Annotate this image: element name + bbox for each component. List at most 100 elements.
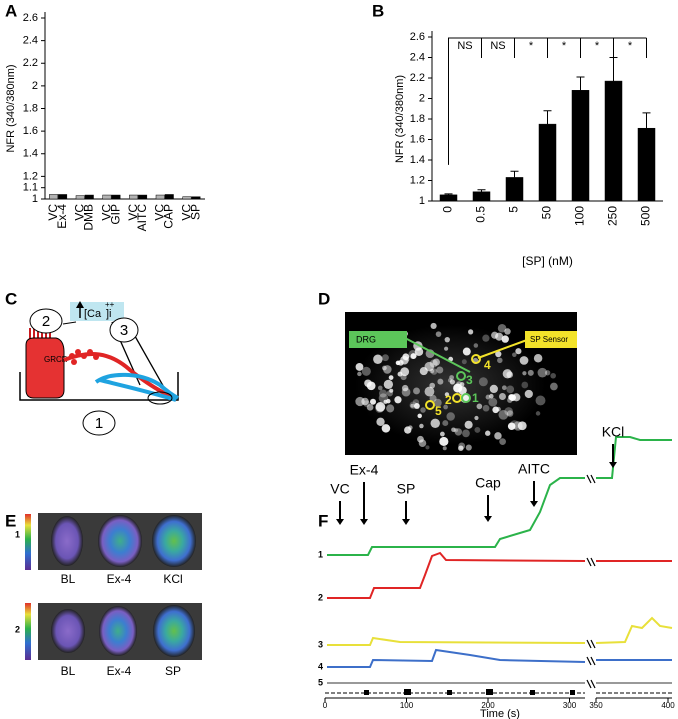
- stimulus-label: Cap: [475, 475, 501, 491]
- cell-body: [498, 409, 509, 420]
- cell-body: [375, 402, 386, 412]
- cell-body: [388, 375, 394, 380]
- outline: [147, 391, 173, 405]
- stimulus-arrowhead: [609, 462, 617, 468]
- calcium-charge: ++: [105, 300, 115, 309]
- cell-body: [383, 399, 388, 404]
- cell-body: [478, 377, 488, 387]
- cell-body: [357, 371, 362, 377]
- cell-body: [508, 394, 515, 401]
- pointer: [477, 339, 528, 359]
- arrow: [76, 301, 84, 308]
- trace: [327, 648, 586, 668]
- cell-body: [461, 359, 467, 365]
- cell-body: [488, 397, 498, 407]
- cell-body: [437, 378, 444, 385]
- cell-body: [409, 401, 418, 409]
- cell-body: [401, 387, 411, 397]
- heatmaps: 1 BL Ex-4 KCl 2 BL Ex-4 SP: [15, 513, 202, 678]
- cilia: [29, 326, 51, 342]
- cell-number: 5: [435, 404, 442, 418]
- image-label: Ex-4: [107, 664, 132, 678]
- cell-body: [497, 357, 503, 364]
- cell-body: [499, 438, 506, 445]
- cell-body: [459, 382, 465, 387]
- bar: [182, 196, 192, 200]
- bar: [439, 194, 458, 202]
- y-tick-label: 2.2: [23, 57, 38, 69]
- stimulus-label: Ex-4: [350, 462, 379, 478]
- cell-body: [355, 363, 364, 371]
- x-tick-label: 0.5: [474, 206, 488, 223]
- x-tick-label: 200: [481, 701, 495, 710]
- cell-number: 3: [466, 373, 473, 387]
- pointer: [404, 337, 471, 373]
- cell-body: [361, 366, 371, 376]
- cell-body: [430, 418, 440, 429]
- cell-body: [462, 429, 470, 438]
- x-tick-label: 250: [606, 206, 620, 226]
- cell-body: [498, 393, 506, 400]
- bar: [155, 194, 165, 200]
- cell-body: [424, 361, 434, 372]
- calcium-box: [70, 302, 124, 321]
- cell-body: [375, 404, 384, 413]
- significance-label: *: [595, 40, 600, 52]
- cell-body: [474, 426, 481, 433]
- cell-body: [485, 430, 491, 436]
- cell-body: [413, 387, 420, 395]
- y-tick-label: 2.6: [410, 31, 425, 43]
- bar: [102, 194, 112, 200]
- cells: [355, 322, 558, 451]
- x-tick-label: VC: [73, 204, 87, 221]
- y-tick-label: 1.8: [410, 113, 425, 125]
- cell-body: [489, 384, 498, 394]
- y-tick-label: 1.4: [23, 148, 38, 160]
- trace-label: 1: [318, 549, 323, 559]
- panel-letter: A: [5, 1, 17, 20]
- cell-body: [502, 369, 512, 379]
- bar: [637, 127, 656, 202]
- y-tick-label: 1: [419, 195, 425, 207]
- y-tick-label: 2: [419, 92, 425, 104]
- trace-label: 4: [318, 661, 323, 671]
- trace: [327, 477, 585, 556]
- stimulus-arrowhead: [402, 519, 410, 525]
- cell-body: [383, 365, 392, 374]
- bar: [84, 194, 94, 200]
- cell-body: [476, 403, 483, 410]
- bar: [75, 195, 85, 200]
- stimulus-label: SP: [397, 481, 416, 497]
- stimulus-arrowhead: [336, 519, 344, 525]
- colorbar: [25, 603, 31, 660]
- cell-body: [537, 367, 548, 378]
- x-tick-label: Ex-4: [55, 204, 69, 229]
- heatmap: [98, 515, 142, 567]
- cell-number: 2: [445, 393, 452, 407]
- cell-body: [417, 435, 424, 443]
- image-label: KCl: [163, 572, 182, 586]
- cell-body: [363, 400, 370, 408]
- x-tick-label: 50: [540, 206, 554, 220]
- stimulus-arrowhead: [360, 519, 368, 525]
- cell-body: [381, 424, 391, 433]
- x-tick-label: CAP: [162, 204, 176, 229]
- x-tick-label: 100: [573, 206, 587, 226]
- cell-body: [400, 367, 410, 377]
- image-label: SP: [165, 664, 181, 678]
- cell-body: [535, 395, 546, 406]
- dish: [19, 372, 179, 401]
- heatmap: [51, 516, 83, 566]
- drg-label: DRG: [356, 334, 376, 344]
- cell-body: [386, 390, 393, 397]
- callout-number: 2: [42, 313, 50, 330]
- trace: [327, 551, 586, 599]
- error-bar: [510, 170, 519, 178]
- bar: [604, 80, 623, 202]
- callout-number: 3: [120, 322, 128, 339]
- stimulus-label: VC: [330, 481, 349, 497]
- cell-body: [432, 358, 440, 366]
- y-tick-label: 2.4: [410, 51, 425, 63]
- cell-body: [473, 343, 479, 348]
- bar: [58, 194, 68, 200]
